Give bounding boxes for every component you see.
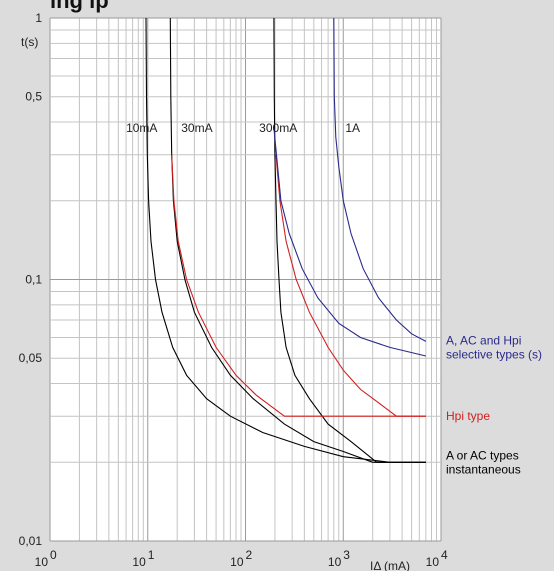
curve-rating-label: 1A bbox=[345, 121, 360, 135]
legend-label: A, AC and Hpi bbox=[446, 333, 521, 347]
x-tick-label: 10 bbox=[328, 555, 342, 569]
trip-curve-300ma bbox=[275, 154, 426, 417]
curve-rating-label: 30mA bbox=[181, 121, 212, 135]
x-tick-exponent: 0 bbox=[50, 548, 57, 562]
trip-curve-300ma bbox=[273, 127, 427, 357]
x-tick-label: 10 bbox=[230, 555, 244, 569]
trip-curve-300ma bbox=[273, 17, 426, 463]
y-tick-label: 0,5 bbox=[25, 90, 42, 104]
label-layer: 10,50,10,050,01t(s)10 0 10 1 10 2 10 3 10 4IΔ (mA… bbox=[19, 11, 542, 571]
x-axis-label: IΔ (mA) bbox=[370, 559, 410, 571]
legend-label: selective types (s) bbox=[446, 347, 542, 361]
trip-curve-30ma bbox=[171, 154, 426, 417]
x-tick-exponent: 3 bbox=[343, 548, 350, 562]
chart-title-text: ing ip bbox=[50, 0, 109, 13]
curve-rating-label: 10mA bbox=[126, 121, 157, 135]
x-tick-label: 10 bbox=[426, 555, 440, 569]
chart-title-fragment: ing ip bbox=[0, 0, 554, 14]
curve-layer bbox=[145, 17, 427, 463]
y-tick-label: 0,1 bbox=[25, 273, 42, 287]
y-tick-label: 0,01 bbox=[19, 534, 43, 548]
x-tick-exponent: 4 bbox=[441, 548, 448, 562]
y-tick-label: 1 bbox=[35, 11, 42, 25]
trip-curve-1a bbox=[333, 17, 427, 342]
legend-label: instantaneous bbox=[446, 462, 521, 476]
y-tick-label: 0,05 bbox=[19, 351, 43, 365]
x-tick-label: 10 bbox=[35, 555, 49, 569]
x-tick-label: 10 bbox=[132, 555, 146, 569]
x-tick-exponent: 1 bbox=[148, 548, 155, 562]
y-axis-label: t(s) bbox=[21, 35, 38, 49]
curve-rating-label: 300mA bbox=[259, 121, 297, 135]
trip-curve-10ma bbox=[145, 17, 426, 463]
grid-lines bbox=[49, 17, 442, 542]
legend-label: A or AC types bbox=[446, 448, 519, 462]
x-tick-exponent: 2 bbox=[246, 548, 253, 562]
legend-label: Hpi type bbox=[446, 409, 490, 423]
